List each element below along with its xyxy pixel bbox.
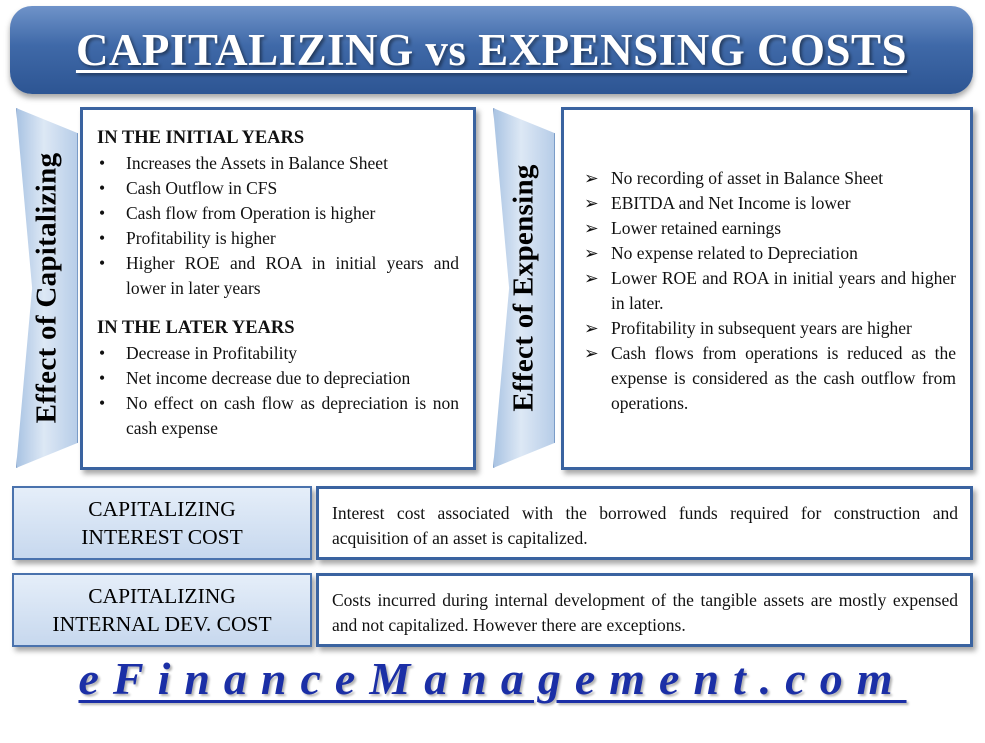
list-item: • Profitability is higher [97,226,459,251]
arrow-bullet-icon: ➢ [584,168,599,188]
expensing-ribbon: Effect of Expensing [493,108,555,468]
arrow-bullet-icon: ➢ [584,193,599,213]
expensing-list: ➢ No recording of asset in Balance Sheet … [582,166,956,416]
internal-dev-cost-label: CAPITALIZING INTERNAL DEV. COST [12,573,312,647]
list-item: ➢ Lower retained earnings [582,216,956,241]
list-item: • Cash flow from Operation is higher [97,201,459,226]
initial-years-list: • Increases the Assets in Balance Sheet •… [97,151,459,301]
arrow-bullet-icon: ➢ [584,343,599,363]
later-years-heading: IN THE LATER YEARS [97,318,295,338]
site-footer-link[interactable]: eFinanceManagement.com [78,653,907,704]
list-item: • No effect on cash flow as depreciation … [99,393,459,438]
list-item: ➢ EBITDA and Net Income is lower [582,191,956,216]
internal-dev-cost-description: Costs incurred during internal developme… [316,573,973,647]
bullet-icon: • [99,228,106,248]
expensing-ribbon-label: Effect of Expensing [507,164,540,412]
page-title: CAPITALIZING vs EXPENSING COSTS [75,25,908,75]
bullet-icon: • [99,153,106,173]
arrow-bullet-icon: ➢ [584,318,599,338]
arrow-bullet-icon: ➢ [584,268,599,288]
arrow-bullet-icon: ➢ [584,243,599,263]
expensing-effects-panel: ➢ No recording of asset in Balance Sheet … [561,107,973,470]
list-item: ➢ No recording of asset in Balance Sheet [582,166,956,191]
arrow-bullet-icon: ➢ [584,218,599,238]
list-item: ➢ Profitability in subsequent years are h… [582,316,956,341]
interest-cost-label: CAPITALIZING INTEREST COST [12,486,312,560]
title-banner: CAPITALIZING vs EXPENSING COSTS [10,6,973,94]
list-item: • Decrease in Profitability [97,341,459,366]
bullet-icon: • [99,178,106,198]
capitalizing-ribbon: Effect of Capitalizing [16,108,78,468]
list-item: ➢ Cash flows from operations is reduced a… [584,343,956,413]
bullet-icon: • [99,253,106,273]
list-item: • Higher ROE and ROA in initial years and… [99,253,459,298]
list-item: ➢ No expense related to Depreciation [582,241,956,266]
list-item: ➢ Lower ROE and ROA in initial years and … [584,268,956,313]
capitalizing-effects-panel: IN THE INITIAL YEARS • Increases the Asse… [80,107,476,470]
list-item: • Cash Outflow in CFS [97,176,459,201]
bullet-icon: • [99,393,106,413]
initial-years-heading: IN THE INITIAL YEARS [97,128,305,148]
bullet-icon: • [99,368,106,388]
interest-cost-description: Interest cost associated with the borrow… [316,486,973,560]
bullet-icon: • [99,343,106,363]
capitalizing-ribbon-label: Effect of Capitalizing [30,152,63,424]
list-item: • Increases the Assets in Balance Sheet [97,151,459,176]
later-years-list: • Decrease in Profitability • Net income d… [97,341,459,441]
list-item: • Net income decrease due to depreciation [97,366,459,391]
bullet-icon: • [99,203,106,223]
